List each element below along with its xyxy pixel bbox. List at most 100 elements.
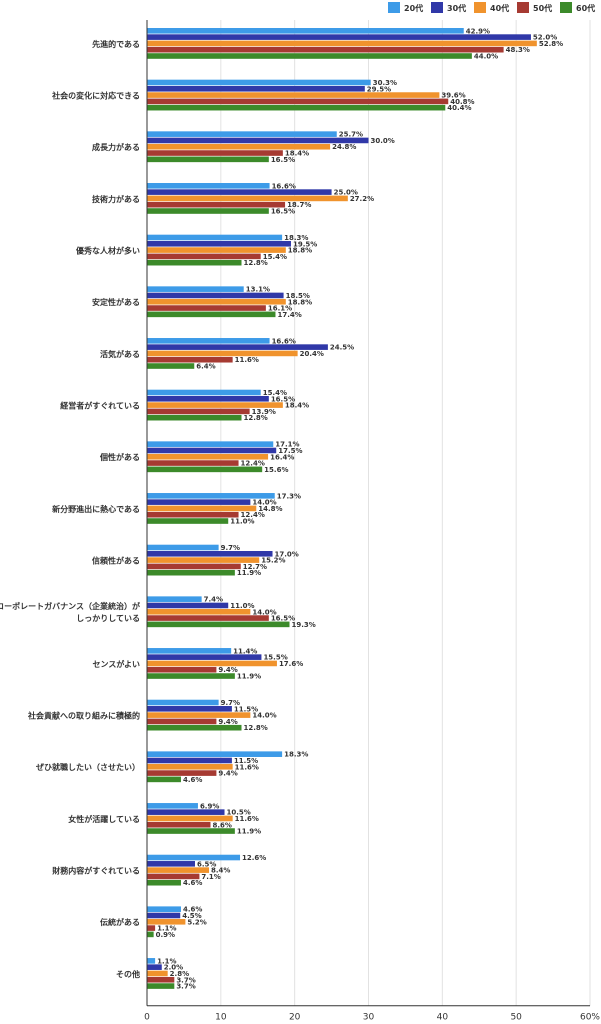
data-label: 16.5% bbox=[271, 615, 295, 623]
x-tick-label: 30 bbox=[363, 1013, 375, 1023]
data-label: 24.8% bbox=[332, 143, 356, 151]
bar bbox=[147, 40, 537, 47]
data-label: 52.8% bbox=[539, 40, 563, 48]
data-label: 6.4% bbox=[196, 363, 215, 371]
legend-swatch bbox=[431, 2, 443, 13]
data-label: 15.4% bbox=[263, 389, 287, 397]
bar bbox=[147, 460, 239, 466]
data-label: 30.3% bbox=[373, 79, 397, 87]
x-axis: 0 10 20 30 40 50 60% bbox=[144, 20, 600, 1023]
legend-label: 30代 bbox=[447, 3, 466, 13]
bar bbox=[147, 356, 233, 363]
bar bbox=[147, 615, 269, 621]
category-label: 優秀な人材が多い bbox=[75, 245, 140, 255]
data-label: 3.7% bbox=[176, 976, 195, 984]
data-label: 3.7% bbox=[176, 983, 195, 991]
data-label: 9.7% bbox=[221, 699, 240, 707]
data-label: 16.6% bbox=[272, 182, 296, 190]
bar bbox=[147, 712, 251, 718]
data-label: 4.6% bbox=[183, 776, 202, 784]
data-label: 52.0% bbox=[533, 34, 557, 42]
data-label: 12.6% bbox=[242, 854, 266, 862]
data-label: 7.1% bbox=[201, 873, 220, 881]
legend-label: 60代 bbox=[576, 3, 595, 13]
data-label: 40.4% bbox=[447, 104, 471, 112]
data-label: 9.4% bbox=[218, 718, 237, 726]
bar bbox=[147, 699, 219, 706]
category-label: 個性がある bbox=[99, 452, 140, 462]
data-label: 16.6% bbox=[272, 337, 296, 345]
bar bbox=[147, 918, 186, 925]
data-label: 17.5% bbox=[278, 447, 302, 455]
bar bbox=[147, 964, 162, 970]
data-label: 24.5% bbox=[330, 344, 354, 352]
data-label: 11.5% bbox=[234, 757, 258, 765]
data-label: 16.5% bbox=[271, 208, 295, 216]
bar bbox=[147, 402, 283, 408]
bar bbox=[147, 557, 260, 563]
data-label: 2.8% bbox=[170, 970, 189, 978]
data-label: 11.5% bbox=[234, 705, 258, 713]
category-label: 技術力がある bbox=[92, 194, 140, 204]
bar bbox=[147, 389, 261, 396]
bar bbox=[147, 46, 504, 53]
bar bbox=[147, 53, 472, 59]
bar bbox=[147, 757, 232, 764]
data-label: 17.1% bbox=[275, 441, 299, 449]
data-label: 18.8% bbox=[288, 298, 312, 306]
data-label: 4.6% bbox=[183, 906, 202, 914]
bar bbox=[147, 751, 283, 757]
data-label: 6.9% bbox=[200, 802, 219, 810]
bar bbox=[147, 518, 229, 524]
bar bbox=[147, 201, 286, 208]
data-label: 18.7% bbox=[287, 201, 311, 209]
bar bbox=[147, 931, 154, 938]
bar bbox=[147, 763, 233, 770]
x-tick-label: 10 bbox=[215, 1013, 227, 1023]
data-label: 40.8% bbox=[450, 98, 474, 106]
legend-swatch bbox=[560, 2, 572, 13]
category-label: 安定性がある bbox=[92, 297, 140, 307]
data-label: 17.4% bbox=[277, 311, 301, 319]
bar bbox=[147, 292, 284, 299]
bar bbox=[147, 621, 290, 628]
data-label: 15.2% bbox=[261, 557, 285, 565]
grid-lines bbox=[220, 20, 591, 1006]
bar bbox=[147, 189, 332, 195]
category-label: 新分野進出に熱心である bbox=[52, 504, 140, 514]
data-label: 14.0% bbox=[252, 608, 276, 616]
bar bbox=[147, 28, 464, 34]
category-label: 経営者がすぐれている bbox=[60, 400, 140, 410]
bar bbox=[147, 131, 337, 137]
legend-swatch bbox=[474, 2, 486, 13]
legend-swatch bbox=[388, 2, 400, 13]
bar bbox=[147, 408, 250, 415]
bar bbox=[147, 493, 275, 499]
legend-swatch bbox=[517, 2, 529, 13]
bar bbox=[147, 596, 202, 602]
data-label: 12.4% bbox=[241, 511, 265, 519]
bar bbox=[147, 85, 365, 92]
data-label: 18.3% bbox=[284, 751, 308, 759]
bar bbox=[147, 809, 225, 815]
bar bbox=[147, 776, 181, 783]
data-label: 4.5% bbox=[182, 912, 201, 920]
category-label: 女性が活躍している bbox=[68, 814, 140, 824]
bar bbox=[147, 92, 440, 98]
data-label: 29.5% bbox=[367, 85, 391, 93]
bar bbox=[147, 143, 331, 150]
x-tick-label: 40 bbox=[437, 1013, 449, 1023]
data-label: 15.6% bbox=[264, 466, 288, 474]
data-label: 42.9% bbox=[466, 27, 490, 35]
data-label: 7.4% bbox=[204, 596, 223, 604]
bar bbox=[147, 453, 269, 460]
data-label: 12.8% bbox=[244, 724, 268, 732]
data-label: 14.0% bbox=[252, 499, 276, 507]
data-label: 15.4% bbox=[263, 253, 287, 261]
data-label: 17.0% bbox=[275, 550, 299, 558]
bar bbox=[147, 648, 232, 654]
x-tick-label: 60% bbox=[580, 1013, 600, 1023]
data-label: 1.1% bbox=[157, 925, 176, 933]
bar bbox=[147, 976, 175, 983]
bar bbox=[147, 821, 211, 828]
